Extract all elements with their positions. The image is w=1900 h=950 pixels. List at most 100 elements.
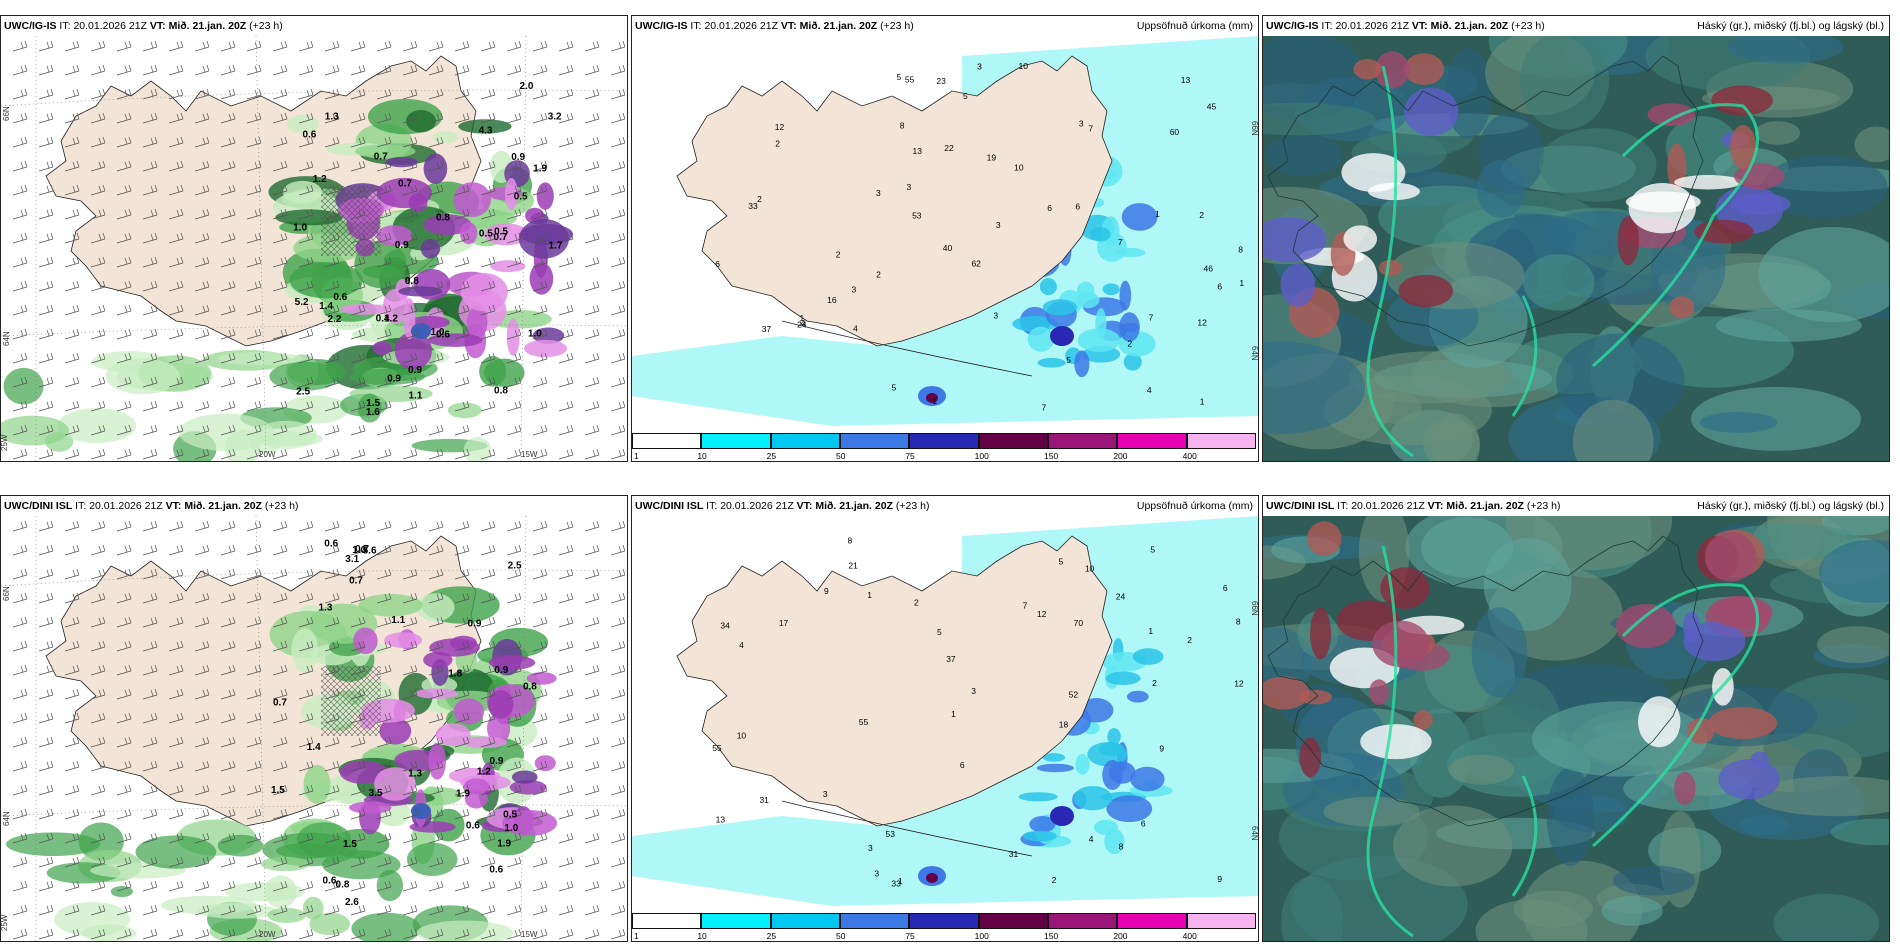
init-time-label: IT: [1321,20,1333,32]
precip-value: 55 [712,743,722,753]
colorbar-segment [1186,433,1256,449]
snow-values: 0.50.80.50.80.90.70.91.41.21.72.21.31.51… [293,81,563,418]
snow-value: 0.5 [494,226,508,237]
precip-value: 37 [946,654,956,664]
lead-time: (+23 h) [249,20,283,32]
lon-label: 20W [259,450,276,459]
snow-value: 1.3 [319,602,333,613]
lat-label: 66N [1250,601,1258,616]
valid-time: Mið. 21.jan. 20Z [1430,20,1509,32]
panel-snow-igis: UWC/IG-IS IT: 20.01.2026 21Z VT: Mið. 21… [0,15,628,462]
precip-value: 12 [1234,678,1244,688]
snow-value: 0.8 [523,682,537,693]
colorbar-segment [978,433,1048,449]
valid-time-label: VT: [149,20,166,32]
snow-value: 1.0 [504,823,518,834]
precip-value: 10 [1014,162,1024,172]
lead-time: (+23 h) [1511,20,1545,32]
snow-value: 1.5 [366,398,380,409]
precip-value: 10 [1019,61,1029,71]
precip-value: 2 [757,194,762,204]
snow-value: 1.1 [408,391,422,402]
snow-value: 0.9 [387,374,401,385]
snow-value: 1.5 [343,839,357,850]
lead-time: (+23 h) [264,500,299,512]
precip-value: 5 [1150,545,1155,555]
precip-value: 19 [987,152,997,162]
panel-cloud-dini: UWC/DINI ISL IT: 20.01.2026 21Z VT: Mið.… [1262,495,1890,942]
colorbar-segment [701,433,771,449]
precip-value: 62 [971,258,981,268]
precip-value: 55 [905,74,915,84]
lead-time: (+23 h) [895,500,930,512]
snow-value: 1.7 [549,240,563,251]
colorbar-label: 100 [974,451,989,461]
valid-time: Mið. 21.jan. 20Z [815,500,893,512]
precip-value: 12 [775,122,785,132]
precip-value: 2 [1127,339,1132,349]
colorbar-label: 25 [766,451,777,461]
map-area: 0.5 0.8 0.5 0.8 0.9 0.7 0.9 1.4 1.2 1.7 2.2 1.3 1.5 1… [1,36,627,461]
precip-value: 2 [1052,875,1057,885]
wind-barbs [12,40,626,460]
init-time-label: IT: [1337,500,1349,512]
snow-value: 0.9 [467,619,481,630]
field-title: Uppsöfnuð úrkoma (mm) [1136,20,1253,32]
precip-value: 1 [1239,278,1244,288]
precip-value: 8 [900,120,905,130]
colorbar-label: 10 [697,931,707,941]
precip-value: 9 [824,586,829,596]
snow-value: 1.9 [497,839,511,850]
precip-value: 2 [876,270,881,280]
precip-value: 10 [1085,563,1095,573]
colorbar-segment [1117,433,1187,449]
snow-value: 2.5 [508,560,522,571]
precip-value: 13 [1181,75,1191,85]
valid-time-label: VT: [165,500,182,512]
precip-value: 3 [996,220,1001,230]
precip-value: 16 [827,295,837,305]
cloud-shading [1263,516,1889,941]
snow-value: 0.6 [302,130,316,141]
snow-value: 1.4 [319,301,333,312]
precip-value: 1 [951,709,956,719]
precip-value: 6 [960,760,965,770]
precip-value: 1 [800,313,805,323]
colorbar-segment [632,913,702,929]
precip-value: 1 [1200,396,1205,406]
snow-value: 2.5 [296,387,310,398]
precip-value: 9 [1217,874,1222,884]
snow-value: 1.6 [366,407,380,418]
precip-value: 12 [1197,317,1207,327]
snow-value: 0.6 [489,865,503,876]
precip-value: 21 [848,560,858,570]
snow-value: 1.1 [391,615,405,626]
colorbar-label: 400 [1182,451,1197,461]
model-name: UWC/IG-IS [4,20,57,32]
precip-value: 2 [775,138,780,148]
precip-value: 7 [1023,600,1028,610]
precip-value: 4 [853,324,858,334]
snow-value: 1.0 [431,327,445,338]
precip-values: 1235687819121831335253557055243437171312… [712,536,1244,889]
precip-value: 34 [720,621,730,631]
colorbar-label: 150 [1044,931,1059,941]
precip-value: 8 [1238,245,1243,255]
precip-value: 3 [852,284,857,294]
valid-time: Mið. 21.jan. 20Z [799,20,878,32]
precip-value: 23 [936,76,946,86]
precip-value: 4 [1089,834,1094,844]
lon-label: 25W [1,914,9,931]
precip-value: 6 [1217,281,1222,291]
panel-header: UWC/IG-IS IT: 20.01.2026 21Z VT: Mið. 21… [1,16,627,36]
colorbar-label: 1 [634,451,639,461]
lead-time: (+23 h) [1526,500,1561,512]
colorbar-segment [1048,433,1118,449]
colorbar-segment [632,433,702,449]
cloud-map-svg [1263,36,1889,461]
valid-time: Mið. 21.jan. 20Z [184,500,262,512]
snow-values: 1.1 0.6 0.9 0.6 1.3 1.9 1.0 2.6 1.8 1.4 3.5 1.5 0.7 0… [271,539,537,908]
snow-value: 1.0 [352,545,366,556]
init-time-label: IT: [59,20,71,32]
snow-value: 0.6 [333,292,347,303]
